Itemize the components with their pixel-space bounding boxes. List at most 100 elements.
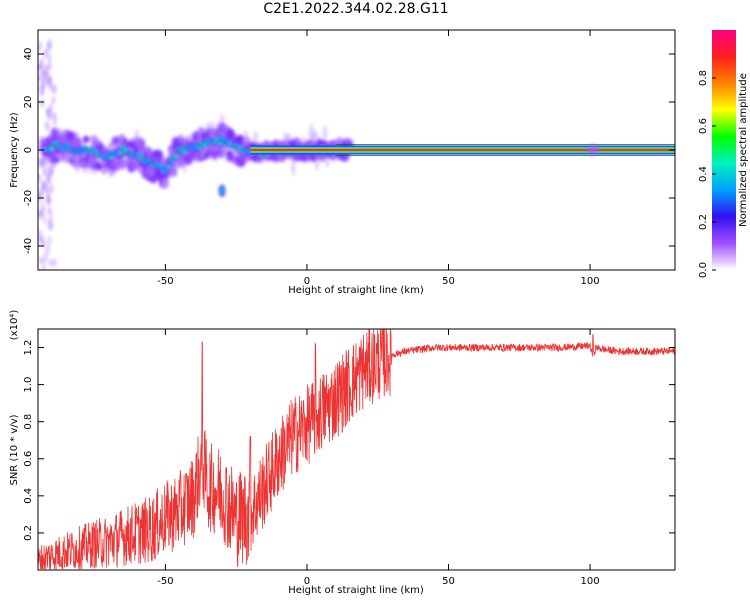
spectrogram-peak [167, 165, 170, 168]
spectrogram-noise-blob [44, 76, 49, 88]
spectrogram-blob [72, 137, 83, 148]
spectrogram-core-blob [202, 143, 207, 147]
spectrogram-noise-blob [47, 235, 52, 245]
colorbar: 0.0 0.2 0.4 0.6 0.8 Normalized spectral ampl… [698, 30, 749, 278]
x-tick-label: 0 [304, 276, 310, 287]
x-tick-label: 0 [304, 576, 310, 587]
spectrogram-core-blob [159, 165, 164, 169]
spectrogram-panel: -50 0 50 100 -40 -20 0 20 40 Height of straight… [9, 29, 676, 296]
spectrogram-disturbance [586, 144, 599, 156]
y-tick-label: 1.2 [23, 340, 34, 356]
spectrogram-noise-blob [42, 214, 47, 225]
spectrogram-peak [50, 147, 53, 151]
spectrogram-faint-blob [243, 130, 249, 144]
spectrogram-x-axis-label: Height of straight line (km) [288, 285, 424, 296]
spectrogram-noise-blob [44, 48, 49, 57]
spectrogram-blob [93, 162, 103, 171]
y-tick-label: 0.6 [23, 451, 34, 467]
x-tick-label: 100 [581, 276, 600, 287]
spectrogram-peak [124, 148, 127, 152]
spectrogram-noise-blob [38, 73, 41, 82]
spectrogram-noise-blob [47, 110, 52, 118]
spectrogram-blob [211, 150, 219, 161]
spectrogram-noise-blob [41, 238, 46, 249]
spectrogram-core-blob [108, 155, 113, 160]
y-tick-label: 1.0 [23, 377, 34, 393]
spectrogram-noise-blob [52, 84, 57, 95]
spectrogram-noise-blob [46, 70, 51, 78]
spectrogram-noise-blob [39, 57, 44, 69]
spectrogram-noise-blob [49, 84, 54, 92]
spectrogram-noise-blob [43, 251, 48, 264]
spectrogram-noise-blob [51, 97, 56, 104]
spectrogram-noise-blob [47, 206, 52, 214]
spectrogram-noise-blob [46, 243, 51, 255]
spectrogram-noise-blob [40, 186, 45, 196]
spectrogram-noise-blob [49, 259, 54, 267]
spectrogram-faint-blob [312, 129, 318, 143]
snr-panel: -50 0 50 100 0.2 0.4 0.6 0.8 1.0 1.2 Height of s… [9, 310, 676, 596]
x-tick-label: 50 [442, 576, 455, 587]
y-tick-label: 0 [23, 147, 34, 153]
spectrogram-noise-blob [44, 120, 49, 130]
spectrogram-noise-blob [46, 192, 51, 205]
spectrogram-blob [183, 155, 194, 166]
spectrogram-noise-blob [40, 77, 45, 88]
y-tick-label: 0.2 [23, 525, 34, 541]
snr-x-ticks: -50 0 50 100 [157, 329, 600, 587]
spectrogram-faint-blob [322, 125, 328, 141]
spectrogram-noise-blob [40, 207, 45, 214]
spectrogram-core-blob [64, 143, 69, 148]
spectrogram-noise-blob [52, 258, 57, 267]
x-tick-label: 100 [581, 576, 600, 587]
spectrogram-faint-blob [199, 148, 205, 159]
colorbar-label: Normalized spectral amplitude [738, 73, 749, 227]
spectrogram-noise-blob [39, 256, 44, 265]
spectrogram-core-blob [182, 149, 187, 154]
colorbar-tick-label: 0.2 [698, 214, 709, 230]
tone-band-core [250, 148, 675, 152]
spectrogram-core-blob [215, 137, 220, 142]
x-tick-label: -50 [157, 576, 173, 587]
spectrogram-noise-blob [41, 68, 46, 80]
spectrogram-blob [191, 131, 200, 141]
spectrogram-noise-blob [40, 99, 45, 107]
y-tick-label: -20 [23, 190, 34, 206]
y-tick-label: 0.8 [23, 414, 34, 430]
colorbar-tick-label: 0.4 [698, 166, 709, 182]
y-tick-label: 0.4 [23, 488, 34, 504]
spectrogram-core-blob [220, 136, 225, 141]
spectrogram-noise-blob [42, 168, 47, 175]
spectrogram-noise-blob [38, 40, 42, 52]
spectrogram-noise-blob [46, 172, 51, 185]
snr-scale-note: (x10⁴) [9, 310, 20, 341]
spectrogram-peak [119, 151, 122, 154]
spectrogram-isolated-feature [220, 187, 225, 194]
y-tick-label: 40 [23, 48, 34, 61]
spectrogram-noise-blob [47, 54, 52, 63]
spectrogram-blob [53, 156, 61, 163]
snr-frame [37, 328, 676, 571]
spectrogram-faint-blob [253, 131, 259, 143]
spectrogram-faint-blob [41, 157, 47, 170]
x-tick-label: -50 [157, 276, 173, 287]
spectrogram-peak [175, 154, 178, 158]
spectrogram-peak [238, 146, 242, 150]
spectrogram-blob [89, 135, 99, 143]
snr-y-axis-label: SNR (10 * v/v) [9, 414, 20, 485]
figure-title: C2E1.2022.344.02.28.G11 [263, 1, 449, 17]
spectrogram-heat-layer [38, 38, 675, 270]
spectrogram-blob [119, 157, 127, 170]
spectrogram-core-blob [146, 158, 151, 163]
spectrogram-faint-blob [314, 156, 320, 170]
spectrogram-noise-blob [49, 183, 54, 194]
spectrogram-noise-blob [41, 263, 46, 270]
spectrogram-blob [138, 144, 145, 155]
x-tick-label: 50 [442, 276, 455, 287]
spectrogram-faint-blob [221, 145, 227, 157]
snr-y-ticks: 0.2 0.4 0.6 0.8 1.0 1.2 [23, 340, 675, 541]
spectrogram-x-ticks: -50 0 50 100 [157, 30, 600, 287]
colorbar-gradient [712, 30, 736, 270]
spectrogram-y-ticks: -40 -20 0 20 40 [23, 48, 675, 254]
